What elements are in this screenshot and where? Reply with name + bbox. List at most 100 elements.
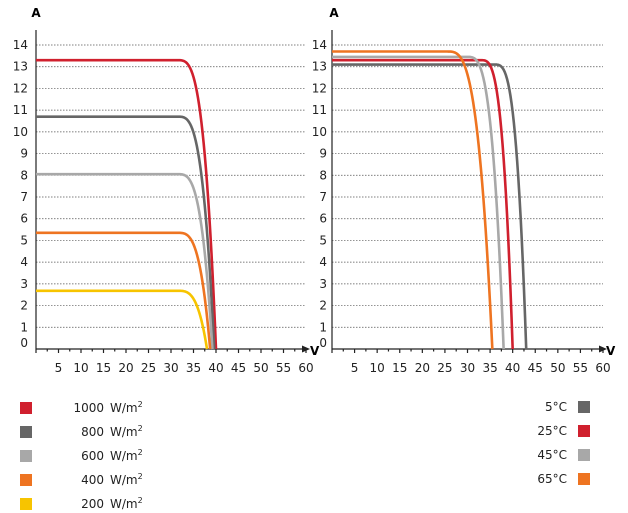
legend-unit-superscript: 2 bbox=[138, 400, 143, 409]
x-axis-label: V bbox=[310, 344, 320, 358]
series-line-2-2 bbox=[331, 58, 514, 350]
legend-label: 25°C bbox=[537, 424, 567, 438]
series-line-2-1 bbox=[331, 63, 528, 350]
chart-panel-2: 5 10 15 20 25 30 35 40 45 50 55 6001234567891011121… bbox=[312, 6, 616, 375]
legend-label: 5°C bbox=[545, 400, 567, 414]
y-tick-label: 10 bbox=[312, 125, 327, 139]
y-tick-label: 11 bbox=[312, 103, 327, 117]
x-tick-label: 5 bbox=[55, 361, 63, 375]
legend-irradiance: 1000 W/m2 800 W/m2 600 W/m2 400 W/m2 200 W/m2 bbox=[20, 400, 143, 511]
y-tick-label: 13 bbox=[13, 60, 28, 74]
y-tick-label: 9 bbox=[20, 147, 28, 161]
y-tick-label: 4 bbox=[20, 255, 28, 269]
x-tick-label: 60 bbox=[298, 361, 313, 375]
y-tick-label: 2 bbox=[319, 299, 327, 313]
y-tick-label: 14 bbox=[13, 38, 28, 52]
legend-label: 65°C bbox=[537, 472, 567, 486]
x-tick-label: 55 bbox=[276, 361, 291, 375]
legend-unit-superscript: 2 bbox=[138, 472, 143, 481]
x-tick-label: 20 bbox=[415, 361, 430, 375]
x-tick-label: 40 bbox=[505, 361, 520, 375]
x-tick-label: 15 bbox=[392, 361, 407, 375]
legend-value: 600 bbox=[81, 449, 104, 463]
series-line-1-5 bbox=[35, 289, 209, 350]
legend-unit: W/m2 bbox=[110, 448, 143, 463]
series-line-1-4 bbox=[35, 231, 212, 350]
legend-swatch bbox=[578, 401, 590, 413]
x-tick-label: 25 bbox=[141, 361, 156, 375]
y-tick-label: 6 bbox=[319, 212, 327, 226]
y-tick-label: 14 bbox=[312, 38, 327, 52]
legend-unit: W/m2 bbox=[110, 424, 143, 439]
x-tick-label: 10 bbox=[370, 361, 385, 375]
y-tick-label: 3 bbox=[20, 277, 28, 291]
y-axis-label: A bbox=[31, 6, 41, 20]
series-line-1-1 bbox=[35, 58, 218, 350]
legend-value: 1000 bbox=[73, 401, 104, 415]
legend-unit-superscript: 2 bbox=[138, 448, 143, 457]
x-tick-label: 60 bbox=[595, 361, 610, 375]
series-line-1-3 bbox=[35, 172, 214, 350]
legend-swatch bbox=[578, 449, 590, 461]
y-tick-label: 6 bbox=[20, 212, 28, 226]
x-tick-label: 10 bbox=[73, 361, 88, 375]
x-tick-label: 45 bbox=[528, 361, 543, 375]
x-axis-label: V bbox=[606, 344, 616, 358]
series-line-2-3 bbox=[331, 55, 505, 350]
x-tick-label: 35 bbox=[186, 361, 201, 375]
y-tick-label: 2 bbox=[20, 299, 28, 313]
legend-unit: W/m2 bbox=[110, 400, 143, 415]
x-tick-label: 50 bbox=[253, 361, 268, 375]
legend-unit-superscript: 2 bbox=[138, 496, 143, 505]
x-tick-label: 5 bbox=[351, 361, 359, 375]
y-tick-label: 10 bbox=[13, 125, 28, 139]
legend-value: 800 bbox=[81, 425, 104, 439]
y-tick-label: 8 bbox=[20, 168, 28, 182]
x-tick-label: 35 bbox=[482, 361, 497, 375]
y-tick-label: 5 bbox=[319, 233, 327, 247]
chart-panel-1: 5 10 15 20 25 30 35 40 45 50 55 6001234567891011121… bbox=[13, 6, 320, 375]
y-tick-label: 1 bbox=[319, 320, 327, 334]
x-tick-label: 50 bbox=[550, 361, 565, 375]
x-tick-label: 25 bbox=[437, 361, 452, 375]
legend-swatch bbox=[20, 474, 32, 486]
legend-temperature: 5°C 25°C 45°C 65°C bbox=[537, 400, 590, 486]
legend-value: 200 bbox=[81, 497, 104, 511]
y-tick-label: 8 bbox=[319, 168, 327, 182]
legend-unit: W/m2 bbox=[110, 496, 143, 511]
x-tick-label: 40 bbox=[208, 361, 223, 375]
legend-label: 45°C bbox=[537, 448, 567, 462]
y-tick-label: 0 bbox=[319, 336, 327, 350]
y-tick-label: 11 bbox=[13, 103, 28, 117]
x-tick-label: 45 bbox=[231, 361, 246, 375]
x-tick-label: 20 bbox=[118, 361, 133, 375]
series-line-2-4 bbox=[331, 50, 494, 350]
y-tick-label: 4 bbox=[319, 255, 327, 269]
y-axis-label: A bbox=[329, 6, 339, 20]
legend-unit-superscript: 2 bbox=[138, 424, 143, 433]
y-tick-label: 1 bbox=[20, 320, 28, 334]
series-line-1-2 bbox=[35, 115, 216, 350]
legend-swatch bbox=[578, 425, 590, 437]
y-tick-label: 5 bbox=[20, 233, 28, 247]
y-tick-label: 7 bbox=[20, 190, 28, 204]
x-tick-label: 15 bbox=[96, 361, 111, 375]
y-tick-label: 0 bbox=[20, 336, 28, 350]
x-tick-label: 55 bbox=[573, 361, 588, 375]
legend-swatch bbox=[20, 498, 32, 510]
legend-swatch bbox=[20, 426, 32, 438]
x-tick-label: 30 bbox=[163, 361, 178, 375]
y-tick-label: 7 bbox=[319, 190, 327, 204]
legend-unit: W/m2 bbox=[110, 472, 143, 487]
y-tick-label: 12 bbox=[312, 81, 327, 95]
y-tick-label: 9 bbox=[319, 147, 327, 161]
legend-swatch bbox=[20, 402, 32, 414]
y-tick-label: 12 bbox=[13, 81, 28, 95]
legend-swatch bbox=[578, 473, 590, 485]
y-tick-label: 3 bbox=[319, 277, 327, 291]
legend-value: 400 bbox=[81, 473, 104, 487]
y-tick-label: 13 bbox=[312, 60, 327, 74]
x-tick-label: 30 bbox=[460, 361, 475, 375]
legend-swatch bbox=[20, 450, 32, 462]
